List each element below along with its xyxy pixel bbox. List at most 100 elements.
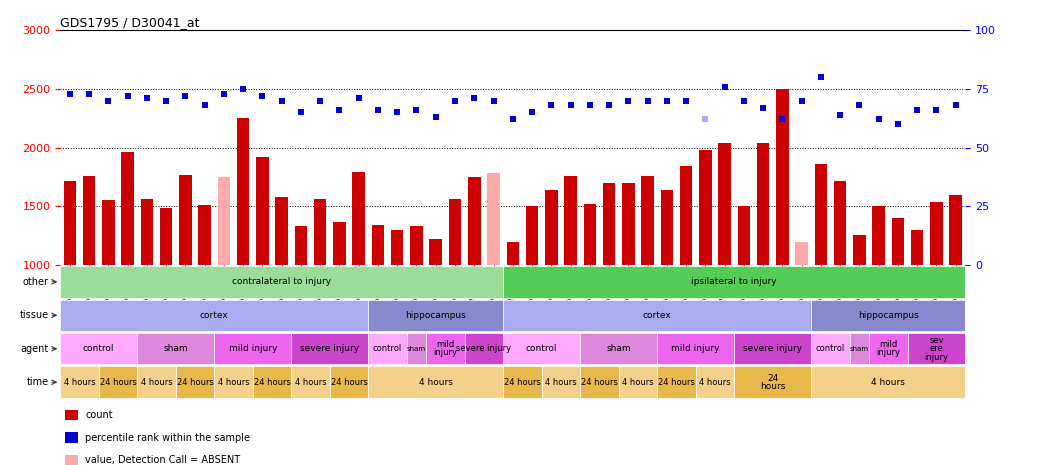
Bar <box>180 175 192 265</box>
Bar <box>542 366 580 398</box>
Text: mild injury: mild injury <box>228 344 277 353</box>
Point <box>389 109 406 116</box>
Bar <box>950 194 962 265</box>
Bar <box>795 242 808 265</box>
Bar <box>160 207 172 265</box>
Bar <box>734 333 812 365</box>
Point <box>581 102 598 109</box>
Bar <box>657 366 695 398</box>
Bar <box>853 234 866 265</box>
Bar <box>60 333 137 365</box>
Bar <box>583 204 596 265</box>
Point <box>351 94 367 102</box>
Bar <box>63 180 76 265</box>
Bar <box>275 197 288 265</box>
Bar <box>430 239 442 265</box>
Point <box>504 116 521 123</box>
Point <box>466 94 483 102</box>
Text: 4 hours: 4 hours <box>622 378 654 387</box>
Bar <box>60 266 503 298</box>
Bar <box>757 143 769 265</box>
Point <box>678 97 694 104</box>
Bar <box>565 176 577 265</box>
Text: severe injury: severe injury <box>300 344 359 353</box>
Text: 24 hours: 24 hours <box>581 378 618 387</box>
Text: 24 hours: 24 hours <box>176 378 214 387</box>
Bar <box>214 333 292 365</box>
Bar <box>580 333 657 365</box>
Bar <box>907 333 965 365</box>
Point <box>61 90 78 97</box>
Bar <box>660 190 673 265</box>
Text: severe injury: severe injury <box>743 344 802 353</box>
Text: 4 hours: 4 hours <box>418 378 453 387</box>
Bar <box>60 366 99 398</box>
Bar <box>930 202 943 265</box>
Bar <box>448 199 461 265</box>
Point <box>196 102 213 109</box>
Bar <box>333 222 346 265</box>
Point <box>138 94 155 102</box>
Point <box>755 104 771 112</box>
Bar <box>622 183 634 265</box>
Bar <box>368 366 503 398</box>
Point <box>658 97 675 104</box>
Point <box>601 102 618 109</box>
Bar <box>218 177 230 265</box>
Point <box>851 102 868 109</box>
Point <box>408 106 425 114</box>
Text: count: count <box>85 410 113 420</box>
Bar <box>850 333 869 365</box>
Text: value, Detection Call = ABSENT: value, Detection Call = ABSENT <box>85 455 240 465</box>
Text: agent: agent <box>20 344 49 354</box>
Bar <box>812 366 965 398</box>
Bar <box>812 333 850 365</box>
Text: contralateral to injury: contralateral to injury <box>233 277 331 286</box>
Point <box>639 97 656 104</box>
Point <box>177 92 194 100</box>
Bar <box>214 366 253 398</box>
Text: 4 hours: 4 hours <box>141 378 172 387</box>
Bar <box>427 333 465 365</box>
Bar <box>487 173 499 265</box>
Text: sham: sham <box>850 346 869 352</box>
Point <box>736 97 753 104</box>
Text: 24 hours: 24 hours <box>253 378 291 387</box>
Text: control: control <box>526 344 557 353</box>
Text: mild
injury: mild injury <box>434 340 458 358</box>
Point <box>909 106 926 114</box>
Bar <box>695 366 734 398</box>
Text: ipsilateral to injury: ipsilateral to injury <box>691 277 777 286</box>
Text: sham: sham <box>163 344 188 353</box>
Text: 4 hours: 4 hours <box>545 378 577 387</box>
Text: mild
injury: mild injury <box>876 340 900 358</box>
Bar <box>892 218 904 265</box>
Point <box>813 73 829 81</box>
Point <box>81 90 98 97</box>
Bar <box>503 333 580 365</box>
Point <box>293 109 309 116</box>
Bar <box>102 200 114 265</box>
Bar <box>468 177 481 265</box>
Bar <box>503 299 812 331</box>
Bar <box>545 190 557 265</box>
Bar <box>410 226 422 265</box>
Bar <box>700 150 712 265</box>
Point <box>158 97 174 104</box>
Bar <box>776 89 789 265</box>
Point <box>100 97 116 104</box>
Bar <box>503 366 542 398</box>
Point <box>428 113 444 121</box>
Point <box>948 102 964 109</box>
Bar <box>121 153 134 265</box>
Bar <box>137 366 175 398</box>
Bar <box>60 299 368 331</box>
Bar <box>253 366 292 398</box>
Bar <box>869 333 907 365</box>
Bar <box>619 366 657 398</box>
Text: sham: sham <box>606 344 631 353</box>
Bar <box>368 333 407 365</box>
Bar <box>911 230 924 265</box>
Text: 24 hours: 24 hours <box>658 378 694 387</box>
Point <box>370 106 386 114</box>
